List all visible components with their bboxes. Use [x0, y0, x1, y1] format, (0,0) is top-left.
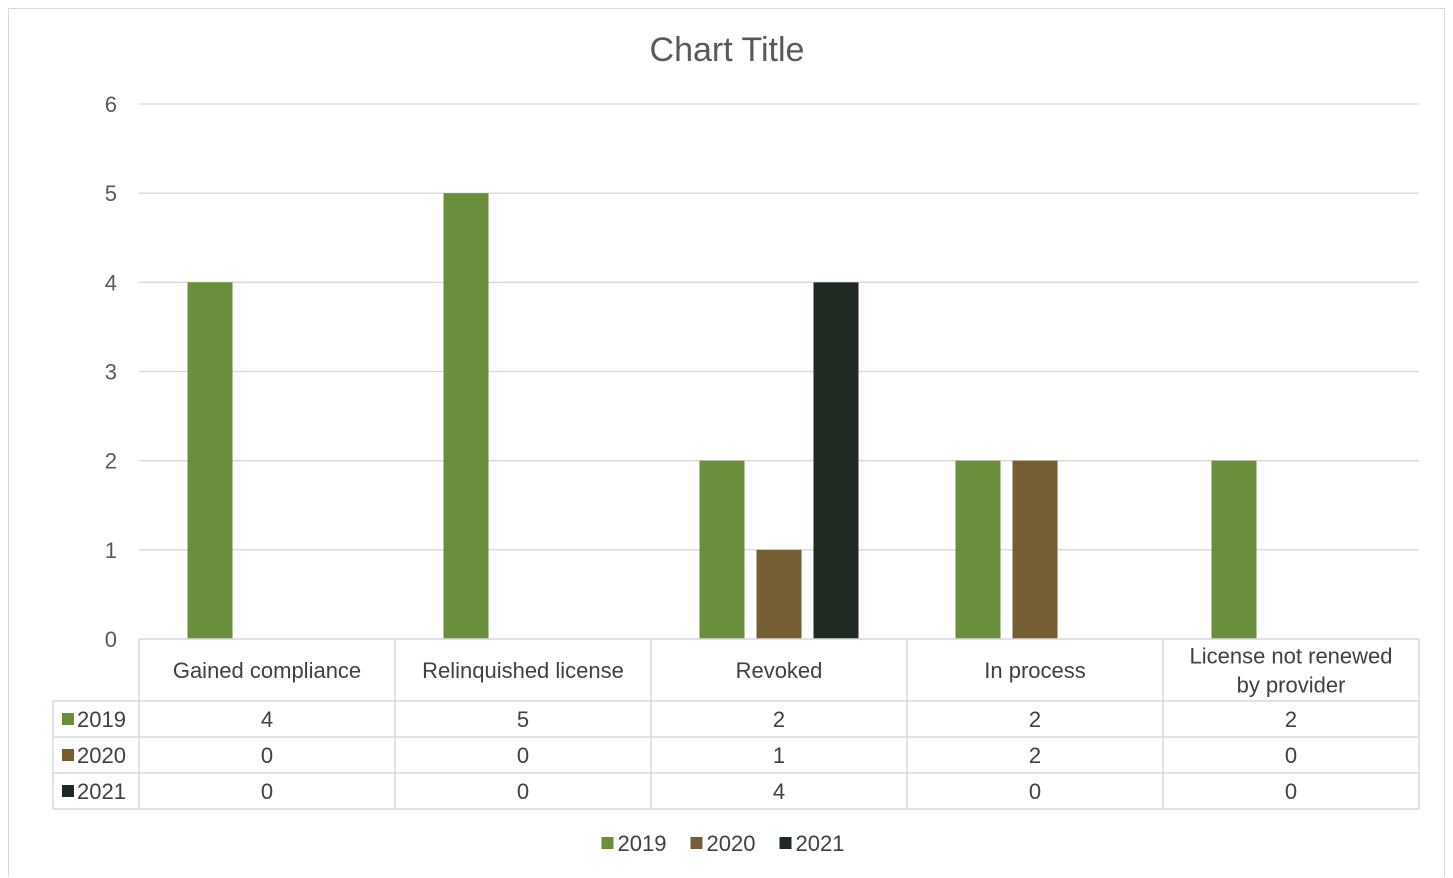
category-label: Gained compliance	[173, 658, 361, 683]
table-cell-value: 0	[517, 743, 529, 768]
bar-2019	[187, 282, 233, 639]
table-cell-value: 0	[1029, 779, 1041, 804]
chart-area: Chart Title 0 1 2 3 4 5 6 Gained compliance Rel…	[8, 8, 1445, 877]
data-table: Gained compliance Relinquished license Rev…	[52, 638, 1420, 810]
bar-2019	[955, 460, 1001, 639]
table-cell-value: 0	[261, 743, 273, 768]
legend-key-2021	[62, 785, 74, 797]
bar-chart: Chart Title 0 1 2 3 4 5 6 Gained compliance Rel…	[52, 31, 1420, 856]
bar-2021	[813, 282, 859, 639]
y-tick-label: 2	[105, 449, 117, 474]
legend-swatch-2020	[690, 837, 703, 849]
y-tick-label: 0	[105, 627, 117, 652]
series-label: 2020	[77, 743, 126, 768]
y-tick-label: 3	[105, 360, 117, 385]
bar-2020	[756, 549, 802, 639]
chart-title: Chart Title	[650, 31, 805, 69]
series-label: 2021	[77, 779, 126, 804]
series-label: 2019	[77, 707, 126, 732]
category-label: In process	[984, 658, 1086, 683]
y-tick-label: 5	[105, 181, 117, 206]
legend-swatch-2019	[601, 837, 614, 849]
legend: 2019 2020 2021	[601, 831, 845, 856]
y-tick-label: 6	[105, 92, 117, 117]
y-tick-label: 4	[105, 270, 117, 295]
table-cell-value: 1	[773, 743, 785, 768]
category-label: License not renewed	[1189, 644, 1392, 669]
legend-label: 2021	[796, 831, 845, 856]
category-label: Revoked	[736, 658, 823, 683]
bar-2020	[1012, 460, 1058, 639]
table-cell-value: 2	[773, 707, 785, 732]
table-cell-value: 2	[1029, 707, 1041, 732]
table-cell-value: 2	[1285, 707, 1297, 732]
bars	[187, 193, 1257, 639]
bar-2019	[699, 460, 745, 639]
gridlines	[139, 103, 1419, 551]
legend-label: 2020	[707, 831, 756, 856]
y-tick-label: 1	[105, 538, 117, 563]
table-cell-value: 0	[1285, 779, 1297, 804]
table-cell-value: 4	[261, 707, 273, 732]
category-label: Relinquished license	[422, 658, 624, 683]
legend-swatch-2021	[779, 837, 792, 849]
y-axis: 0 1 2 3 4 5 6	[105, 92, 117, 652]
legend-key-2020	[62, 749, 74, 761]
table-cell-value: 5	[517, 707, 529, 732]
category-label: by provider	[1237, 673, 1346, 698]
legend-label: 2019	[618, 831, 667, 856]
table-cell-value: 0	[261, 779, 273, 804]
table-cell-value: 0	[1285, 743, 1297, 768]
legend-key-2019	[62, 713, 74, 725]
table-cell-value: 4	[773, 779, 785, 804]
table-cell-value: 2	[1029, 743, 1041, 768]
bar-2019	[443, 193, 489, 639]
table-cell-value: 0	[517, 779, 529, 804]
bar-2019	[1211, 460, 1257, 639]
